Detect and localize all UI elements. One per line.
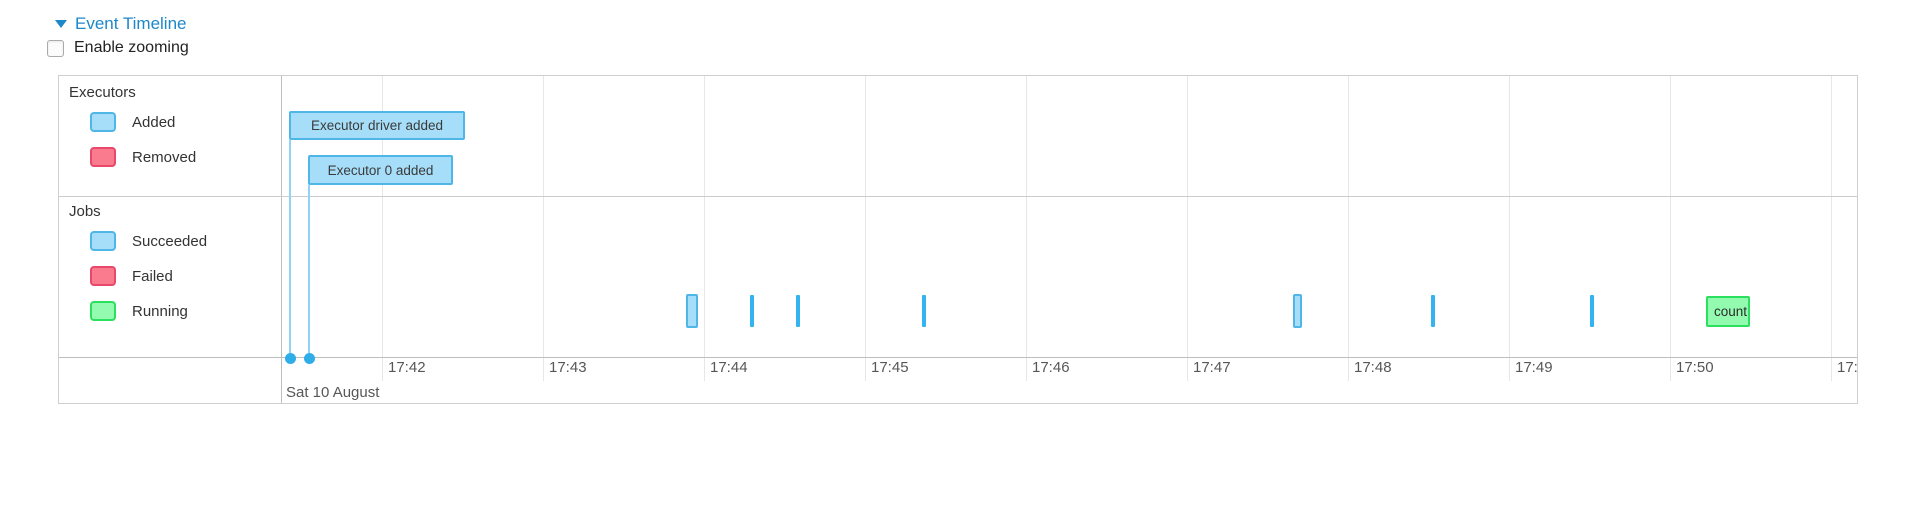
grid-line bbox=[543, 76, 544, 381]
axis-minor-label: 17:48 bbox=[1354, 359, 1392, 376]
labels-panel-border bbox=[281, 76, 282, 403]
legend-swatch-running bbox=[90, 301, 116, 321]
axis-minor-label: 17:47 bbox=[1193, 359, 1231, 376]
job-event-bar[interactable] bbox=[750, 295, 754, 327]
running-job-box[interactable]: count bbox=[1706, 296, 1750, 327]
axis-minor-label: 17:49 bbox=[1515, 359, 1553, 376]
job-event-bar[interactable] bbox=[1590, 295, 1594, 327]
timeline-widget[interactable]: 17:42 17:43 17:44 17:45 17:46 17:47 17:48 17:49… bbox=[58, 75, 1858, 404]
legend-swatch-failed bbox=[90, 266, 116, 286]
legend-label: Failed bbox=[132, 267, 173, 285]
legend-label: Removed bbox=[132, 148, 197, 166]
grid-line bbox=[1348, 76, 1349, 381]
lane-divider bbox=[59, 196, 1857, 197]
axis-minor-label: 17:46 bbox=[1032, 359, 1070, 376]
executor-event-box[interactable]: Executor driver added bbox=[289, 111, 465, 140]
event-timeline-toggle[interactable]: Event Timeline bbox=[55, 14, 187, 34]
group-label-jobs: Jobs bbox=[69, 203, 101, 220]
grid-line bbox=[1509, 76, 1510, 381]
executor-event-line bbox=[308, 185, 310, 353]
legend-item-added: Added bbox=[90, 112, 175, 132]
grid-line bbox=[382, 76, 383, 381]
axis-minor-label: 17:43 bbox=[549, 359, 587, 376]
legend-item-succeeded: Succeeded bbox=[90, 231, 207, 251]
legend-swatch-removed bbox=[90, 147, 116, 167]
grid-line bbox=[1187, 76, 1188, 381]
legend-swatch-succeeded bbox=[90, 231, 116, 251]
job-event-bar[interactable] bbox=[796, 295, 800, 327]
legend-item-running: Running bbox=[90, 301, 188, 321]
job-event-bar[interactable] bbox=[922, 295, 926, 327]
grid-line bbox=[865, 76, 866, 381]
axis-major-label: Sat 10 August bbox=[286, 384, 380, 401]
executor-event-dot[interactable] bbox=[284, 352, 296, 364]
enable-zooming-label: Enable zooming bbox=[74, 39, 189, 56]
enable-zooming-control[interactable]: Enable zooming bbox=[47, 39, 189, 57]
axis-minor-label: 17:45 bbox=[871, 359, 909, 376]
enable-zooming-checkbox[interactable] bbox=[47, 39, 64, 57]
job-event-bar[interactable] bbox=[1293, 294, 1302, 328]
job-event-bar[interactable] bbox=[686, 294, 698, 328]
grid-line bbox=[1831, 76, 1832, 381]
axis-minor-label: 17:42 bbox=[388, 359, 426, 376]
executor-event-dot[interactable] bbox=[303, 352, 315, 364]
executor-event-line bbox=[289, 140, 291, 353]
collapse-arrow-icon bbox=[55, 20, 67, 28]
grid-line bbox=[704, 76, 705, 381]
legend-item-failed: Failed bbox=[90, 266, 173, 286]
legend-item-removed: Removed bbox=[90, 147, 196, 167]
legend-label: Running bbox=[132, 302, 188, 320]
job-event-bar[interactable] bbox=[1431, 295, 1435, 327]
group-label-executors: Executors bbox=[69, 84, 136, 101]
grid-line bbox=[1670, 76, 1671, 381]
grid-line bbox=[1026, 76, 1027, 381]
time-axis-line bbox=[59, 357, 1857, 358]
axis-minor-label: 17:50 bbox=[1676, 359, 1714, 376]
legend-label: Added bbox=[132, 113, 176, 131]
axis-minor-label: 17:44 bbox=[710, 359, 748, 376]
section-title: Event Timeline bbox=[75, 14, 187, 33]
legend-label: Succeeded bbox=[132, 232, 208, 250]
legend-swatch-added bbox=[90, 112, 116, 132]
axis-minor-label: 17:51 bbox=[1837, 359, 1858, 376]
executor-event-box[interactable]: Executor 0 added bbox=[308, 155, 453, 185]
